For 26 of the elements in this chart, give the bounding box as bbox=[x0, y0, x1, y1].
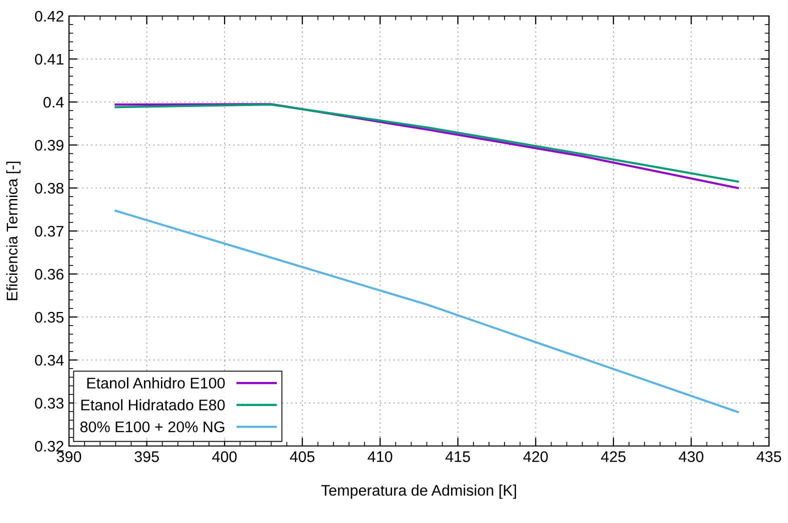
y-tick-label: 0.41 bbox=[35, 54, 64, 65]
y-tick-label: 0.35 bbox=[35, 312, 64, 323]
y-tick-label: 0.42 bbox=[35, 10, 64, 22]
x-tick-label: 435 bbox=[756, 451, 782, 462]
x-tick-label: 420 bbox=[523, 451, 548, 462]
y-axis-title: Eficiencia Termica [-] bbox=[6, 162, 21, 300]
y-tick-label: 0.36 bbox=[35, 268, 64, 280]
x-tick-label: 395 bbox=[134, 451, 159, 462]
legend-label: Etanol Anhidro E100 bbox=[87, 377, 225, 389]
legend-label: Etanol Hidratado E80 bbox=[81, 399, 225, 410]
x-tick-label: 415 bbox=[445, 451, 470, 462]
y-tick-label: 0.37 bbox=[35, 226, 64, 237]
x-tick-label: 400 bbox=[212, 451, 237, 462]
y-tick-label: 0.38 bbox=[35, 182, 64, 194]
x-tick-label: 390 bbox=[56, 451, 82, 462]
legend-label: 80% E100 + 20% NG bbox=[80, 421, 224, 432]
x-tick-label: 405 bbox=[290, 451, 314, 462]
y-tick-label: 0.32 bbox=[35, 440, 64, 452]
x-tick-label: 425 bbox=[601, 451, 626, 462]
y-tick-label: 0.39 bbox=[35, 140, 64, 151]
y-tick-label: 0.34 bbox=[35, 354, 64, 366]
x-axis-title: Temperatura de Admision [K] bbox=[321, 484, 516, 499]
x-tick-label: 410 bbox=[368, 451, 392, 462]
y-tick-label: 0.33 bbox=[35, 398, 64, 409]
y-tick-label: 0.4 bbox=[44, 96, 64, 108]
x-tick-label: 430 bbox=[678, 451, 704, 462]
